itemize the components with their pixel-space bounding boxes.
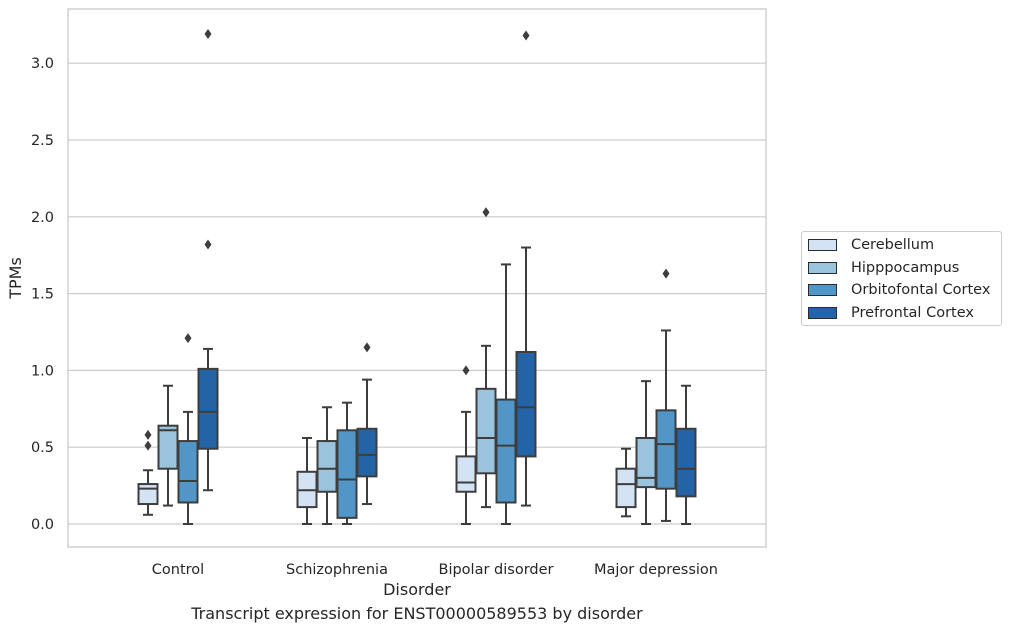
legend-item: Orbitofontal Cortex — [808, 280, 990, 300]
outlier-point — [482, 207, 490, 218]
legend: Cerebellum Hipppocampus Orbitofontal Corte… — [801, 231, 1002, 326]
outlier-point — [662, 268, 670, 279]
x-tick-label: Control — [152, 562, 204, 578]
x-tick-label: Schizophrenia — [286, 562, 388, 578]
box-orbitofontal-cortex — [336, 429, 358, 519]
legend-swatch — [808, 239, 837, 251]
box-prefrontal-cortex — [197, 367, 219, 450]
x-tick-label: Bipolar disorder — [439, 562, 554, 578]
y-tick-label: 2.0 — [31, 210, 54, 226]
y-tick-label: 1.0 — [31, 363, 54, 379]
legend-label: Orbitofontal Cortex — [851, 282, 991, 298]
box-prefrontal-cortex — [515, 350, 537, 458]
outlier-point — [184, 333, 192, 344]
y-tick-label: 1.5 — [31, 287, 54, 303]
box-cerebellum — [137, 483, 159, 506]
legend-item: Hipppocampus — [808, 258, 959, 278]
box-hipppocampus — [316, 440, 338, 493]
legend-item: Cerebellum — [808, 235, 934, 255]
legend-swatch — [808, 261, 837, 274]
box-hipppocampus — [475, 387, 497, 475]
y-tick-label: 0.5 — [31, 440, 54, 456]
box-prefrontal-cortex — [356, 427, 378, 478]
box-hipppocampus — [635, 436, 657, 489]
outlier-point — [462, 365, 470, 376]
box-orbitofontal-cortex — [177, 440, 199, 504]
outlier-point — [363, 342, 371, 353]
outlier-point — [522, 30, 530, 41]
legend-label: Cerebellum — [851, 237, 935, 253]
box-cerebellum — [455, 455, 477, 493]
box-prefrontal-cortex — [675, 427, 697, 498]
outlier-point — [144, 429, 152, 440]
y-axis-label: TPMs — [6, 257, 25, 300]
legend-swatch — [808, 306, 837, 319]
y-tick-label: 2.5 — [31, 133, 54, 149]
box-orbitofontal-cortex — [495, 398, 517, 504]
legend-label: Hipppocampus — [851, 259, 960, 276]
x-axis-label: Disorder — [383, 580, 451, 599]
legend-item: Prefrontal Cortex — [808, 303, 974, 323]
y-tick-label: 3.0 — [31, 56, 54, 72]
y-tick-label: 0.0 — [31, 517, 54, 533]
x-tick-label: Major depression — [594, 562, 718, 578]
box-cerebellum — [615, 467, 637, 509]
outlier-point — [204, 239, 212, 250]
box-hipppocampus — [157, 424, 179, 470]
outlier-point — [204, 29, 212, 40]
chart-caption: Transcript expression for ENST0000058955… — [191, 604, 643, 623]
outlier-point — [144, 440, 152, 451]
box-orbitofontal-cortex — [655, 409, 677, 490]
legend-swatch — [808, 284, 837, 296]
legend-label: Prefrontal Cortex — [851, 304, 974, 321]
plot-frame — [67, 8, 767, 548]
